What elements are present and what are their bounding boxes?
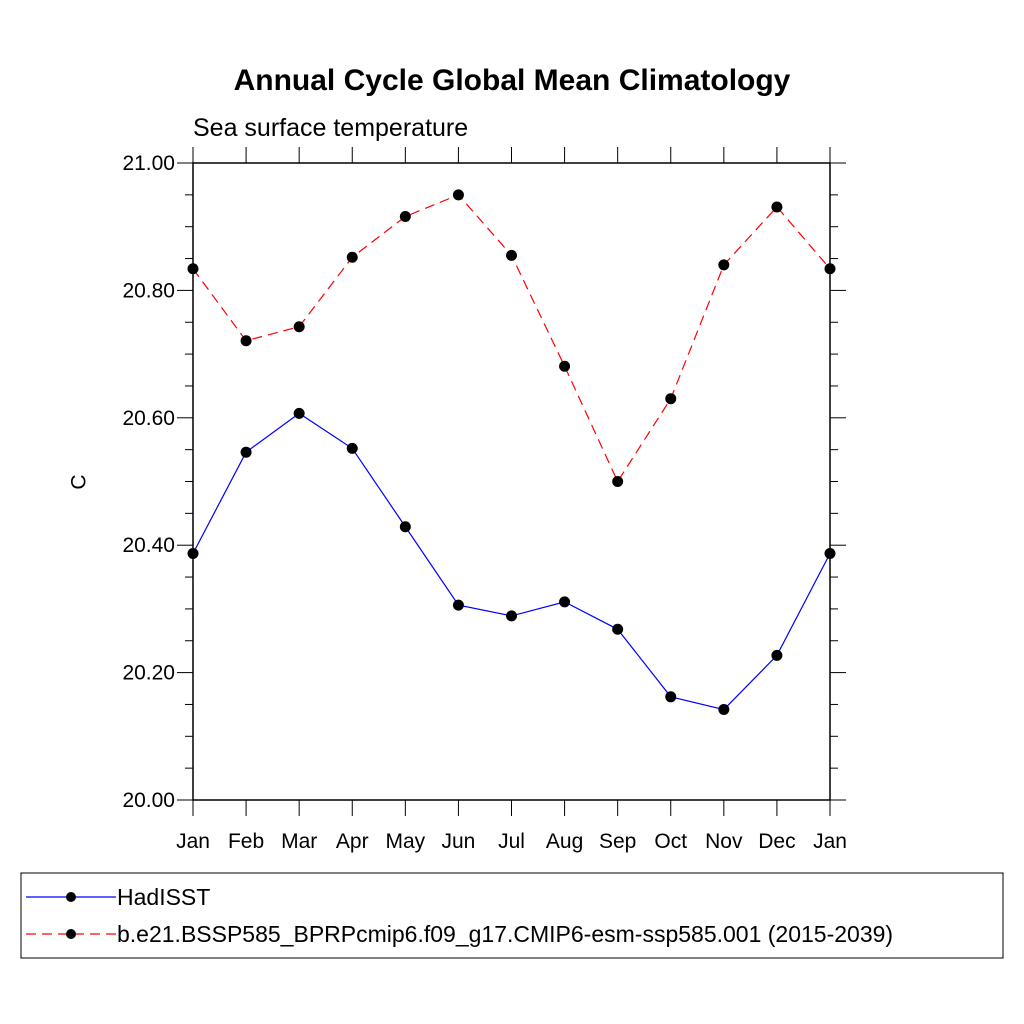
series-1-point <box>240 335 252 347</box>
series-1-point <box>346 251 358 263</box>
series-0-point <box>506 610 517 622</box>
series-line-0 <box>192 412 831 711</box>
x-tick-label: Jan <box>176 830 210 853</box>
series-0-point <box>240 446 252 458</box>
x-tick-label: Feb <box>228 830 264 853</box>
series-0-point <box>293 407 305 419</box>
x-tick-label: Oct <box>654 830 687 853</box>
x-tick-label: Aug <box>546 830 583 853</box>
legend-label-cesm: b.e21.BSSP585_BPRPcmip6.f09_g17.CMIP6-es… <box>117 921 893 947</box>
series-1-point <box>665 393 677 405</box>
series-0-point <box>559 596 571 608</box>
series-0-point <box>718 704 730 716</box>
series-0-point <box>187 547 199 559</box>
series-1-point <box>399 211 411 223</box>
y-tick-label: 20.80 <box>122 279 175 302</box>
y-tick-label: 20.40 <box>122 534 175 557</box>
series-line-1 <box>192 194 831 483</box>
x-tick-label: Sep <box>599 830 636 853</box>
x-tick-label: Mar <box>281 830 317 853</box>
y-tick-label: 20.20 <box>122 662 175 685</box>
series-0-point <box>346 442 358 454</box>
y-tick-label: 21.00 <box>122 152 175 175</box>
series-0-point <box>399 521 411 533</box>
legend-label-hadisst: HadISST <box>117 884 210 910</box>
series-0-point <box>771 649 783 661</box>
series-1-point <box>452 189 464 201</box>
x-tick-label: Jun <box>441 830 475 853</box>
y-tick-label: 20.60 <box>122 407 175 430</box>
legend: HadISST b.e21.BSSP585_BPRPcmip6.f09_g17.… <box>20 872 1004 959</box>
series-layer <box>187 189 836 716</box>
x-tick-label: Jul <box>498 830 525 853</box>
series-1-point <box>718 259 730 271</box>
x-tick-label: Dec <box>758 830 795 853</box>
series-1-point <box>506 249 517 261</box>
y-axis-label: C <box>68 474 91 489</box>
x-ticks: Jan Feb Mar Apr May Jun Jul Aug Sep Oct Nov Dec Jan <box>176 147 847 853</box>
series-0-point <box>665 691 677 703</box>
series-0-point <box>452 599 464 611</box>
x-tick-label: Apr <box>336 830 369 853</box>
y-tick-label: 20.00 <box>122 789 175 812</box>
series-1-point <box>824 263 836 275</box>
series-1-point <box>771 201 783 213</box>
y-ticks: 20.00 20.20 20.40 20.60 20.80 21.00 <box>122 152 846 812</box>
x-tick-label: Nov <box>705 830 743 853</box>
series-0-point <box>612 623 624 635</box>
series-1-point <box>187 263 199 275</box>
x-tick-label: May <box>385 830 425 853</box>
series-1-point <box>612 476 624 487</box>
legend-marker-cesm <box>66 929 76 939</box>
legend-marker-hadisst <box>66 892 76 902</box>
series-1-point <box>559 360 571 372</box>
x-tick-label: Jan <box>813 830 847 853</box>
series-1-point <box>293 321 305 333</box>
series-0-point <box>824 547 836 559</box>
chart-title: Annual Cycle Global Mean Climatology <box>234 64 791 97</box>
chart-subtitle: Sea surface temperature <box>193 114 468 142</box>
legend-box <box>20 872 1004 959</box>
